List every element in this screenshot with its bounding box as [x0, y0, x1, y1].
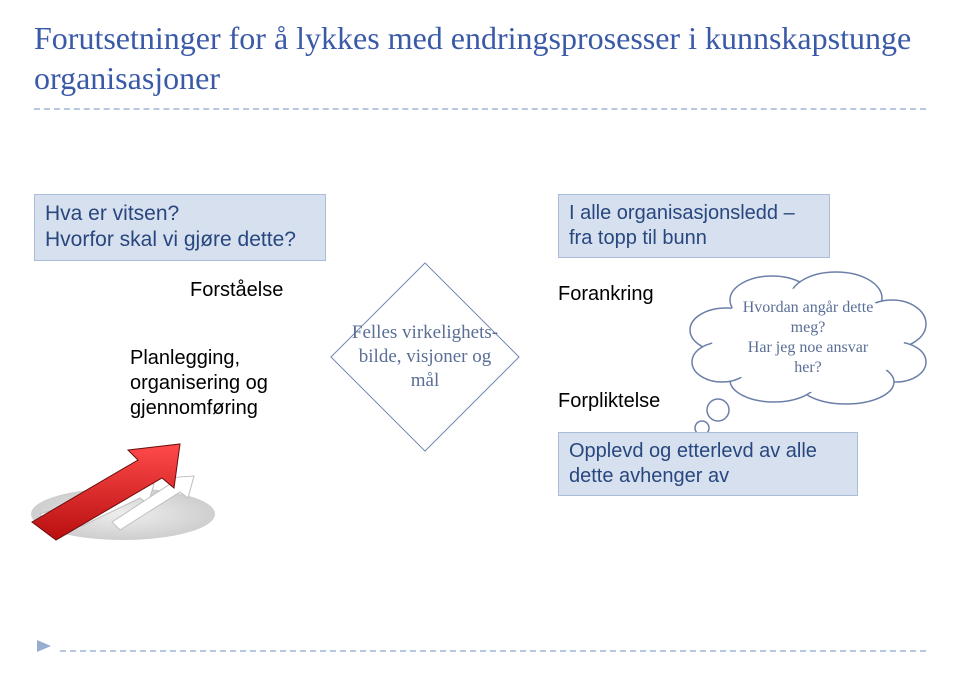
arrows-icon [28, 414, 218, 544]
footer-divider [60, 650, 926, 652]
label-line: Planlegging, [130, 346, 268, 371]
label-planlegging: Planlegging, organisering og gjennomføri… [130, 346, 268, 421]
box-org-ledd: I alle organisasjonsledd – fra topp til … [558, 194, 830, 258]
cloud-line: her? [794, 359, 822, 376]
box-text: I alle organisasjonsledd – fra topp til … [569, 202, 795, 249]
cloud-line: Har jeg noe ansvar [748, 339, 869, 356]
title-divider [34, 108, 926, 110]
label-forankring: Forankring [558, 283, 654, 306]
box-line: dette avhenger av [569, 464, 847, 489]
page-title: Forutsetninger for å lykkes med endrings… [34, 18, 914, 98]
box-line: Opplevd og etterlevd av alle [569, 439, 847, 464]
label-forstaelse: Forståelse [190, 279, 283, 302]
label-forpliktelse: Forpliktelse [558, 390, 660, 413]
box-line: Hvorfor skal vi gjøre dette? [45, 227, 315, 253]
cloud-icon: Hvordan angår dette meg? Har jeg noe ans… [686, 270, 932, 440]
cloud-line: meg? [791, 319, 826, 336]
footer-marker-icon [34, 638, 54, 659]
cloud-line: Hvordan angår dette [743, 299, 874, 316]
box-hva-er-vitsen: Hva er vitsen? Hvorfor skal vi gjøre det… [34, 194, 326, 261]
diamond-text: Felles virkelighets-bilde, visjoner og m… [330, 262, 520, 452]
box-line: Hva er vitsen? [45, 201, 315, 227]
box-opplevd: Opplevd og etterlevd av alle dette avhen… [558, 432, 858, 496]
arrows-graphic [28, 414, 218, 549]
thought-bubble: Hvordan angår dette meg? Har jeg noe ans… [686, 270, 932, 445]
label-line: organisering og [130, 371, 268, 396]
diamond: Felles virkelighets-bilde, visjoner og m… [330, 262, 520, 452]
